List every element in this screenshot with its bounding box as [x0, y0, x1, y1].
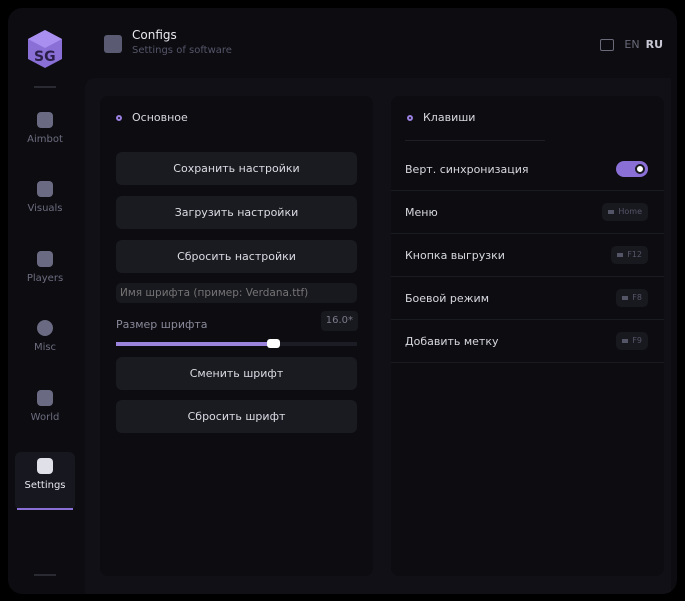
- sidebar: SG Aimbot Visuals Players Misc World Set…: [8, 8, 85, 594]
- briefcase-icon: [37, 390, 53, 406]
- list-icon: [104, 35, 122, 53]
- reset-settings-button[interactable]: Сбросить настройки: [116, 240, 357, 273]
- load-settings-button[interactable]: Загрузить настройки: [116, 196, 357, 229]
- divider: [405, 140, 545, 141]
- lang-ru[interactable]: RU: [645, 38, 663, 51]
- sidebar-item-settings[interactable]: Settings: [15, 452, 75, 510]
- list-icon: [37, 458, 53, 474]
- page-subtitle: Settings of software: [132, 45, 232, 56]
- vsync-toggle[interactable]: [616, 161, 648, 177]
- slider-thumb[interactable]: [266, 339, 280, 348]
- divider: [34, 86, 56, 88]
- font-size-label: Размер шрифта: [116, 318, 208, 331]
- keybind-button[interactable]: F9: [616, 332, 648, 350]
- keybind-row: Боевой режим F8: [391, 277, 664, 320]
- page-title: Configs: [132, 28, 177, 42]
- translate-icon: [600, 39, 615, 51]
- sidebar-item-misc[interactable]: Misc: [15, 314, 75, 372]
- reset-font-button[interactable]: Сбросить шрифт: [116, 400, 357, 433]
- lang-en[interactable]: EN: [624, 38, 640, 51]
- section-title: Основное: [116, 111, 188, 124]
- section-title: Клавиши: [407, 111, 475, 124]
- divider: [34, 574, 56, 576]
- font-name-input[interactable]: [116, 283, 357, 303]
- sidebar-item-world[interactable]: World: [15, 384, 75, 442]
- svg-text:SG: SG: [34, 49, 56, 65]
- general-section: Основное Сохранить настройки Загрузить н…: [100, 96, 373, 576]
- logo: SG: [28, 30, 62, 68]
- app-window: SG Aimbot Visuals Players Misc World Set…: [8, 8, 677, 594]
- font-size-value[interactable]: 16.0*: [320, 311, 358, 331]
- save-settings-button[interactable]: Сохранить настройки: [116, 152, 357, 185]
- sidebar-item-players[interactable]: Players: [15, 245, 75, 303]
- keybind-button[interactable]: F12: [611, 246, 648, 264]
- main-panel: Основное Сохранить настройки Загрузить н…: [85, 78, 671, 594]
- keybind-row: Добавить метку F9: [391, 320, 664, 363]
- keybind-button[interactable]: F8: [616, 289, 648, 307]
- chat-icon: [37, 320, 53, 336]
- keybind-row: Кнопка выгрузки F12: [391, 234, 664, 277]
- font-size-slider[interactable]: [116, 339, 357, 348]
- keys-section: Клавиши Верт. синхронизация Меню Home Кно…: [391, 96, 664, 576]
- users-icon: [37, 251, 53, 267]
- sidebar-item-visuals[interactable]: Visuals: [15, 175, 75, 233]
- language-switcher: EN RU: [600, 38, 663, 51]
- vsync-row: Верт. синхронизация: [391, 148, 664, 191]
- sidebar-item-aimbot[interactable]: Aimbot: [15, 106, 75, 164]
- keybind-row: Меню Home: [391, 191, 664, 234]
- vr-glasses-icon: [37, 181, 53, 197]
- skull-icon: [37, 112, 53, 128]
- change-font-button[interactable]: Сменить шрифт: [116, 357, 357, 390]
- slider-fill: [116, 342, 273, 346]
- keybind-button[interactable]: Home: [602, 203, 648, 221]
